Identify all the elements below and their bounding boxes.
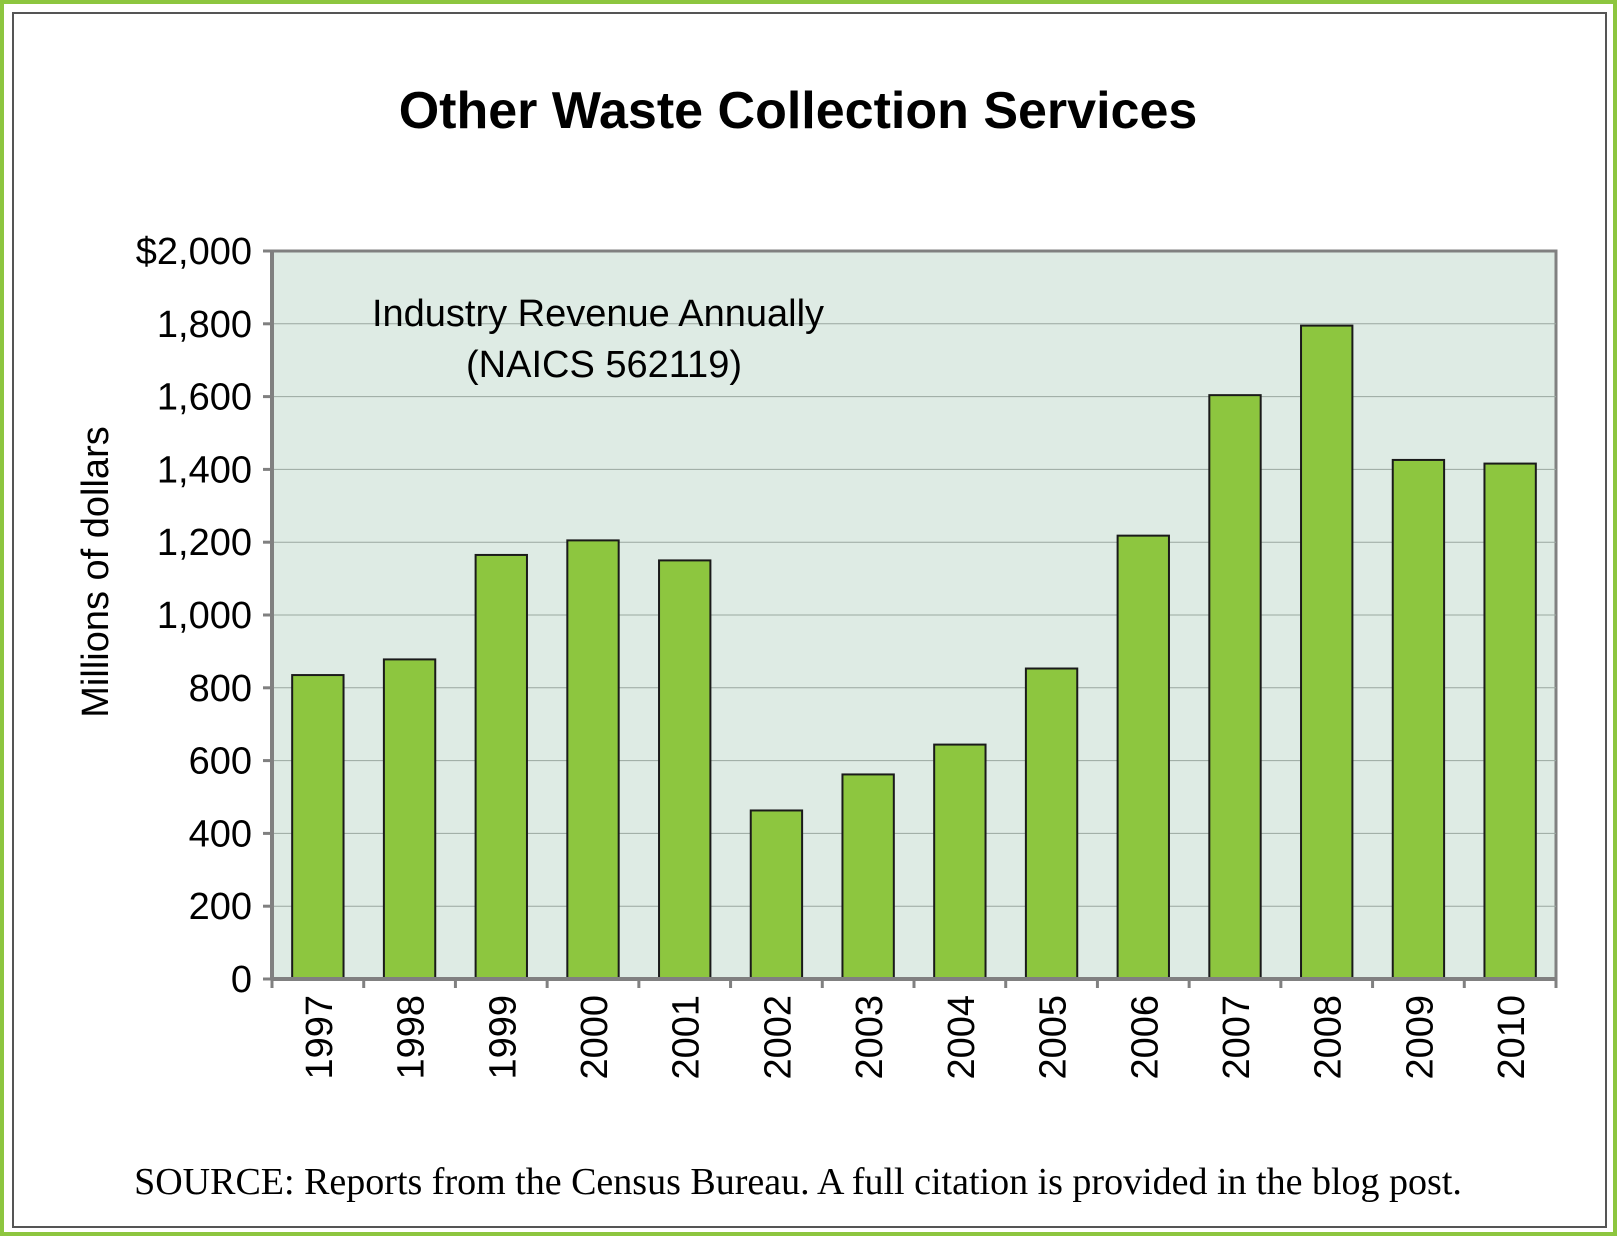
y-tick-label: 1,800 [157, 304, 252, 346]
y-tick-label: 200 [189, 886, 252, 928]
source-note: SOURCE: Reports from the Census Bureau. … [134, 1161, 1462, 1203]
y-tick-label: 600 [189, 741, 252, 783]
y-tick-label: 400 [189, 813, 252, 855]
bar-2008 [1300, 324, 1354, 980]
x-tick-label: 2008 [1308, 995, 1350, 1080]
bar-2007 [1208, 394, 1262, 981]
x-tick-labels: 1997 1998 1999 2000 2001 2002 2003 2004 2005 2006… [299, 995, 1533, 1080]
x-tick-label: 2003 [849, 995, 891, 1080]
bar-2005 [1024, 667, 1079, 980]
y-tick-label: 0 [231, 959, 252, 1001]
y-tick-label: $2,000 [136, 231, 252, 273]
bar-2004 [933, 743, 987, 980]
x-tick-label: 1998 [391, 995, 433, 1080]
bar-2000 [566, 539, 620, 980]
chart-title: Other Waste Collection Services [399, 82, 1198, 140]
chart-annotation-line-1: Industry Revenue Annually [372, 293, 824, 335]
y-tick-label: 1,000 [157, 595, 252, 637]
y-tick-label: 1,200 [157, 522, 252, 564]
x-tick-label: 1999 [482, 995, 524, 1080]
bar-2001 [658, 559, 712, 981]
bar-2010 [1483, 462, 1537, 980]
chart-annotation-line-2: (NAICS 562119) [466, 344, 742, 386]
y-tick-label: 1,400 [157, 449, 252, 491]
bar-2003 [841, 773, 895, 980]
bar-1997 [291, 674, 345, 980]
bar-2006 [1116, 534, 1170, 980]
y-tick-label: 800 [189, 668, 252, 710]
x-tick-label: 2010 [1491, 995, 1533, 1080]
bar-2002 [749, 809, 804, 981]
bar-2009 [1391, 458, 1446, 981]
bar-1999 [474, 553, 528, 980]
x-tick-label: 2005 [1033, 995, 1075, 1080]
x-tick-label: 2002 [757, 995, 799, 1080]
x-tick-label: 1997 [299, 995, 341, 1080]
x-tick-label: 2004 [941, 995, 983, 1080]
bars [291, 324, 1537, 981]
y-tick-label: 1,600 [157, 377, 252, 419]
axes [263, 249, 1558, 988]
y-axis-label: Millions of dollars [75, 426, 117, 717]
x-tick-label: 2006 [1124, 995, 1166, 1080]
x-tick-label: 2007 [1216, 995, 1258, 1080]
bar-1998 [382, 658, 437, 981]
x-tick-label: 2001 [666, 995, 708, 1080]
x-tick-label: 2009 [1399, 995, 1441, 1080]
x-tick-label: 2000 [574, 995, 616, 1080]
y-tick-labels: 0 200 400 600 800 1,000 1,200 1,400 1,600 1,800 $2… [136, 231, 252, 1001]
inner-frame [12, 12, 1607, 1228]
